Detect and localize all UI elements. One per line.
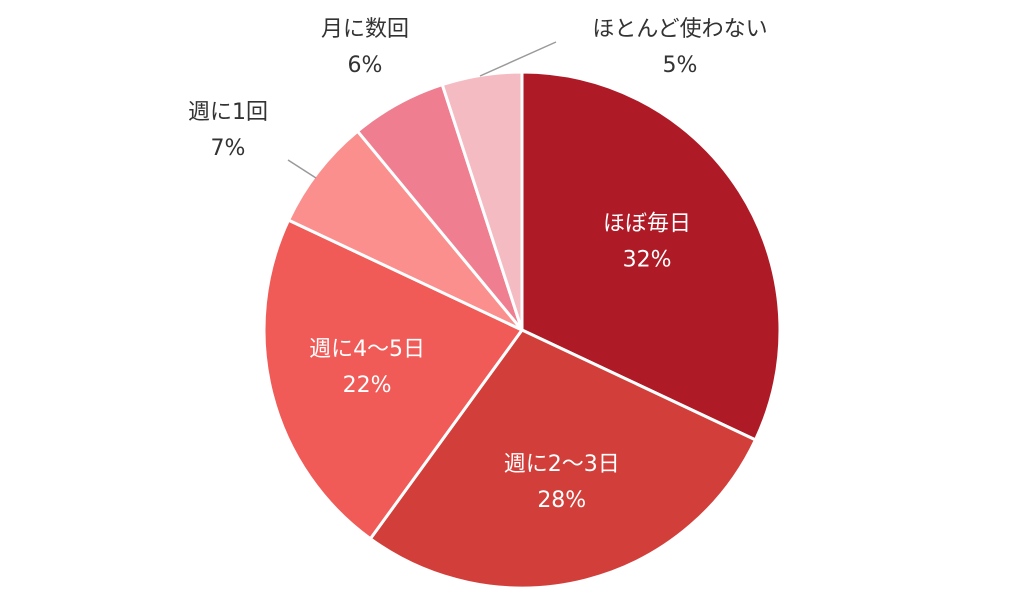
slice-label: 週に4～5日 22% — [309, 337, 425, 398]
slice-category-label: ほとんど使わない — [592, 17, 767, 42]
slice-label: 月に数回 6% — [321, 17, 409, 78]
slice-label: ほぼ毎日 32% — [603, 211, 691, 272]
slice-category-label: ほぼ毎日 — [603, 211, 691, 236]
pie-slice — [287, 129, 524, 332]
slice-value-label: 32% — [623, 247, 672, 272]
slice-category-label: 週に4～5日 — [309, 337, 425, 362]
slice-value-label: 6% — [348, 53, 383, 78]
slice-label: ほとんど使わない 5% — [592, 17, 767, 78]
leader-line — [479, 41, 557, 77]
slice-category-label: 月に数回 — [321, 17, 409, 42]
slice-value-label: 28% — [537, 488, 586, 513]
slice-category-label: 週に1回 — [188, 100, 268, 125]
slice-value-label: 22% — [343, 373, 392, 398]
slice-value-label: 5% — [663, 53, 698, 78]
pie-slice — [520, 70, 782, 442]
slice-category-label: 週に2～3日 — [504, 452, 620, 477]
slice-label: 週に1回 7% — [188, 100, 268, 161]
leader-line — [287, 159, 317, 179]
slice-value-label: 7% — [211, 136, 246, 161]
pie-slice — [368, 328, 757, 590]
slice-label: 週に2～3日 28% — [504, 452, 620, 513]
